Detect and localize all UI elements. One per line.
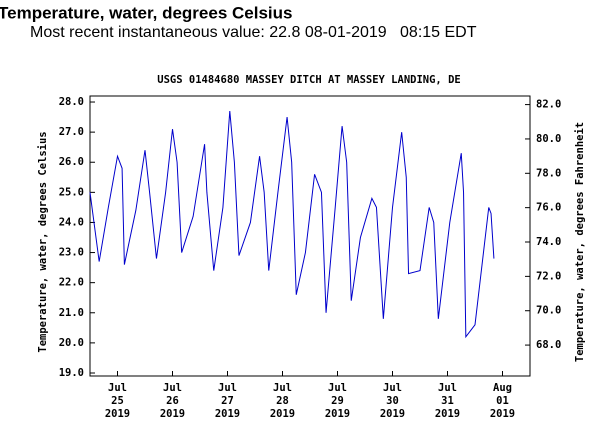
y2-tick-label: 78.0: [536, 167, 561, 179]
x-tick-label: Jul 30 2019: [380, 382, 405, 420]
y2-axis-label: Temperature, water, degrees Fahrenheit: [574, 122, 586, 362]
page-header: Temperature, water, degrees Celsius: [0, 3, 292, 22]
x-tick-label: Jul 27 2019: [215, 382, 240, 420]
y-tick-label: 25.0: [59, 186, 84, 198]
x-tick-label: Jul 29 2019: [325, 382, 350, 420]
y-tick-label: 23.0: [59, 247, 84, 259]
y-tick-label: 28.0: [59, 96, 84, 108]
x-tick-label: Jul 25 2019: [105, 382, 130, 420]
data-line: [89, 111, 495, 339]
y-tick-label: 21.0: [59, 307, 84, 319]
y-tick-label: 22.0: [59, 277, 84, 289]
page-subtitle: Most recent instantaneous value: 22.8 08…: [30, 24, 477, 41]
x-tick-label: Jul 31 2019: [435, 382, 460, 420]
y2-tick-label: 80.0: [536, 133, 561, 145]
y2-tick-label: 70.0: [536, 305, 561, 317]
y-tick-label: 19.0: [59, 367, 84, 379]
y-tick-label: 26.0: [59, 156, 84, 168]
y2-tick-label: 72.0: [536, 270, 561, 282]
y2-tick-label: 76.0: [536, 202, 561, 214]
y-tick-label: 24.0: [59, 216, 84, 228]
x-tick-label: Aug 01 2019: [490, 382, 515, 420]
y2-tick-label: 82.0: [536, 99, 561, 111]
chart-title: USGS 01484680 MASSEY DITCH AT MASSEY LAN…: [157, 74, 460, 86]
x-tick-label: Jul 28 2019: [270, 382, 295, 420]
y-tick-label: 27.0: [59, 126, 84, 138]
plot-frame: [89, 95, 531, 377]
x-tick-label: Jul 26 2019: [160, 382, 185, 420]
y-axis-label: Temperature, water, degrees Celsius: [37, 131, 49, 352]
y2-tick-label: 68.0: [536, 339, 561, 351]
y-tick-label: 20.0: [59, 337, 84, 349]
y2-tick-label: 74.0: [536, 236, 561, 248]
